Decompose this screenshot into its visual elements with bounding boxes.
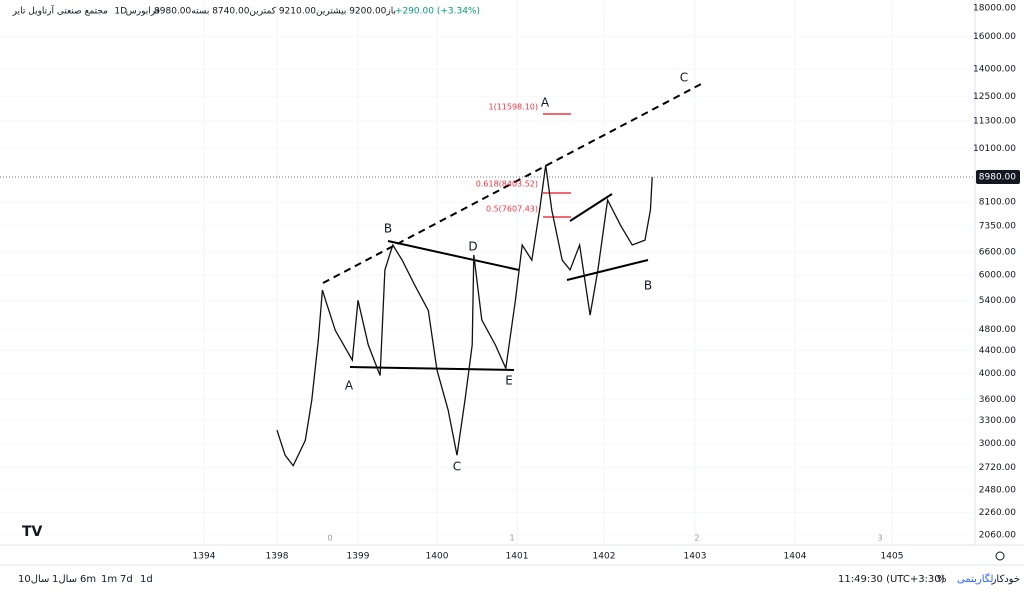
range-button[interactable]: 7d [120, 574, 133, 585]
wave-label: C [680, 71, 688, 85]
last-price-tag [976, 170, 1020, 185]
y-tick-label: 3300.00 [979, 416, 1016, 426]
clock: 11:49:30 (UTC+3:30) [838, 574, 945, 585]
range-button[interactable]: 1سال [52, 574, 77, 585]
interval: 1D [114, 7, 127, 17]
y-tick-label: 10100.00 [973, 144, 1016, 154]
fib-label: 0.5(7607.43) [486, 205, 538, 214]
trend-line [566, 259, 649, 281]
percent-toggle[interactable]: % [937, 574, 947, 585]
x-tick-label: 1404 [784, 552, 807, 562]
range-button[interactable]: 1m [101, 574, 117, 585]
wave-label: D [468, 240, 477, 254]
x-tick-label: 1394 [193, 552, 216, 562]
ohlc: باز9200.00 بیشترین9210.00 کمترین8740.00 … [154, 7, 396, 17]
y-tick-label: 2060.00 [979, 531, 1016, 541]
y-tick-label: 4800.00 [979, 325, 1016, 335]
range-button[interactable]: 6m [80, 574, 96, 585]
last-price-label: 8980.00 [979, 173, 1016, 183]
trend-line [569, 193, 613, 222]
wave-label: A [541, 96, 550, 110]
time-zone-label: 2 [694, 534, 699, 543]
y-tick-label: 3600.00 [979, 395, 1016, 405]
y-tick-label: 16000.00 [973, 32, 1016, 42]
wave-label: E [505, 374, 513, 388]
wave-label: C [453, 460, 461, 474]
x-tick-label: 1401 [506, 552, 529, 562]
x-tick-label: 1403 [684, 552, 707, 562]
y-tick-label: 11300.00 [973, 117, 1016, 127]
range-button[interactable]: 1d [140, 574, 153, 585]
y-tick-label: 12500.00 [973, 92, 1016, 102]
price-line [276, 165, 653, 467]
wave-label: B [644, 279, 652, 293]
trend-lines [322, 81, 706, 371]
y-tick-label: 2480.00 [979, 485, 1016, 495]
x-tick-label: 1400 [426, 552, 449, 562]
toolbar: 10سال 1سال 6m 1m 7d 1d 11:49:30 (UTC+3:3… [18, 573, 1020, 585]
y-tick-label: 8100.00 [979, 198, 1016, 208]
trend-line [387, 240, 520, 271]
x-tick-label: 1402 [593, 552, 616, 562]
time-zone-label: 1 [509, 534, 514, 543]
time-zone-label: 3 [877, 534, 882, 543]
auto-toggle[interactable]: خودکار [991, 574, 1020, 585]
wave-label: A [345, 379, 354, 393]
fib-label: 0.618(8403.52) [476, 180, 538, 189]
y-tick-label: 7350.00 [979, 221, 1016, 231]
y-tick-label: 3000.00 [979, 439, 1016, 449]
y-tick-label: 4400.00 [979, 346, 1016, 356]
y-tick-label: 6600.00 [979, 247, 1016, 257]
y-tick-label: 5400.00 [979, 296, 1016, 306]
wave-label: B [384, 222, 392, 236]
range-button[interactable]: 10سال [18, 574, 49, 585]
time-zone-label: 0 [327, 534, 332, 543]
y-tick-label: 2260.00 [979, 508, 1016, 518]
change: +290.00 (+3.34%) [395, 7, 480, 17]
y-tick-label: 14000.00 [973, 65, 1016, 75]
y-tick-label: 6000.00 [979, 271, 1016, 281]
x-tick-label: 1405 [881, 552, 904, 562]
log-toggle[interactable]: لگاریتمی [957, 573, 993, 585]
logo: TV [22, 524, 43, 540]
symbol: مجتمع صنعتی آرتاویل تایر [12, 5, 108, 17]
market: فرابورس [126, 7, 160, 17]
header: +290.00 (+3.34%) باز9200.00 بیشترین9210.… [12, 5, 480, 17]
settings-icon[interactable] [995, 551, 1005, 561]
fib-lines [543, 113, 571, 218]
fib-label: 1(11598.10) [488, 103, 538, 112]
y-tick-label: 4000.00 [979, 369, 1016, 379]
x-tick-label: 1398 [266, 552, 289, 562]
x-tick-label: 1399 [347, 552, 370, 562]
y-tick-label: 18000.00 [973, 3, 1016, 13]
y-tick-label: 2720.00 [979, 463, 1016, 473]
